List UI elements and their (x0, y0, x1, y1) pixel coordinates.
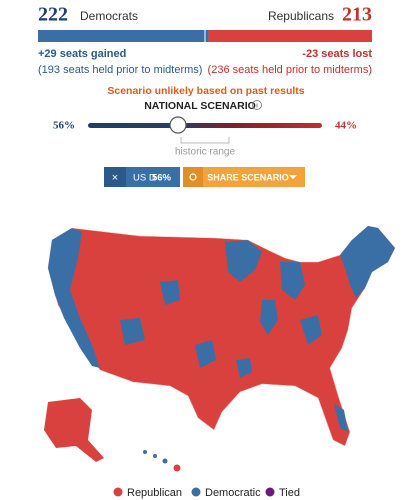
legend-swatch (191, 487, 201, 497)
dem-seats: 222 (38, 4, 68, 26)
legend-label: Republican (127, 487, 182, 499)
rep-seats: 213 (342, 4, 372, 26)
info-icon[interactable] (252, 100, 262, 110)
rep-seat-bar (208, 30, 372, 42)
legend-label: Tied (279, 487, 300, 499)
historic-range-bracket (180, 137, 230, 144)
dem-seat-bar (38, 30, 209, 42)
share-label: SHARE SCENARIO (207, 172, 289, 182)
rep-prior: (236 seats held prior to midterms) (208, 64, 372, 76)
legend-label: Democratic (205, 487, 261, 499)
dem-share: 56% (53, 120, 75, 132)
rep-share: 44% (335, 120, 357, 132)
legend: Republican Democratic Tied (113, 487, 300, 499)
close-icon[interactable]: × (112, 172, 118, 184)
scenario-title: NATIONAL SCENARIO (144, 100, 256, 112)
us-map[interactable] (44, 225, 396, 472)
dem-label: Democrats (80, 9, 138, 23)
rep-change: -23 seats lost (302, 48, 372, 60)
scenario-warning: Scenario unlikely based on past results (107, 85, 304, 97)
dem-change: +29 seats gained (38, 48, 126, 60)
seat-bar (38, 28, 372, 44)
party-button[interactable]: × US D 56% (104, 167, 180, 187)
legend-swatch (265, 487, 275, 497)
slider-thumb[interactable] (169, 116, 187, 134)
historic-range-label: historic range (175, 147, 235, 158)
party-label: US D (133, 173, 156, 184)
rep-label: Republicans (268, 9, 334, 23)
share-button[interactable]: SHARE SCENARIO (183, 167, 305, 187)
dem-prior: (193 seats held prior to midterms) (38, 64, 202, 76)
legend-swatch (113, 487, 123, 497)
party-share: 56% (152, 173, 172, 184)
slider-track[interactable] (88, 123, 322, 128)
